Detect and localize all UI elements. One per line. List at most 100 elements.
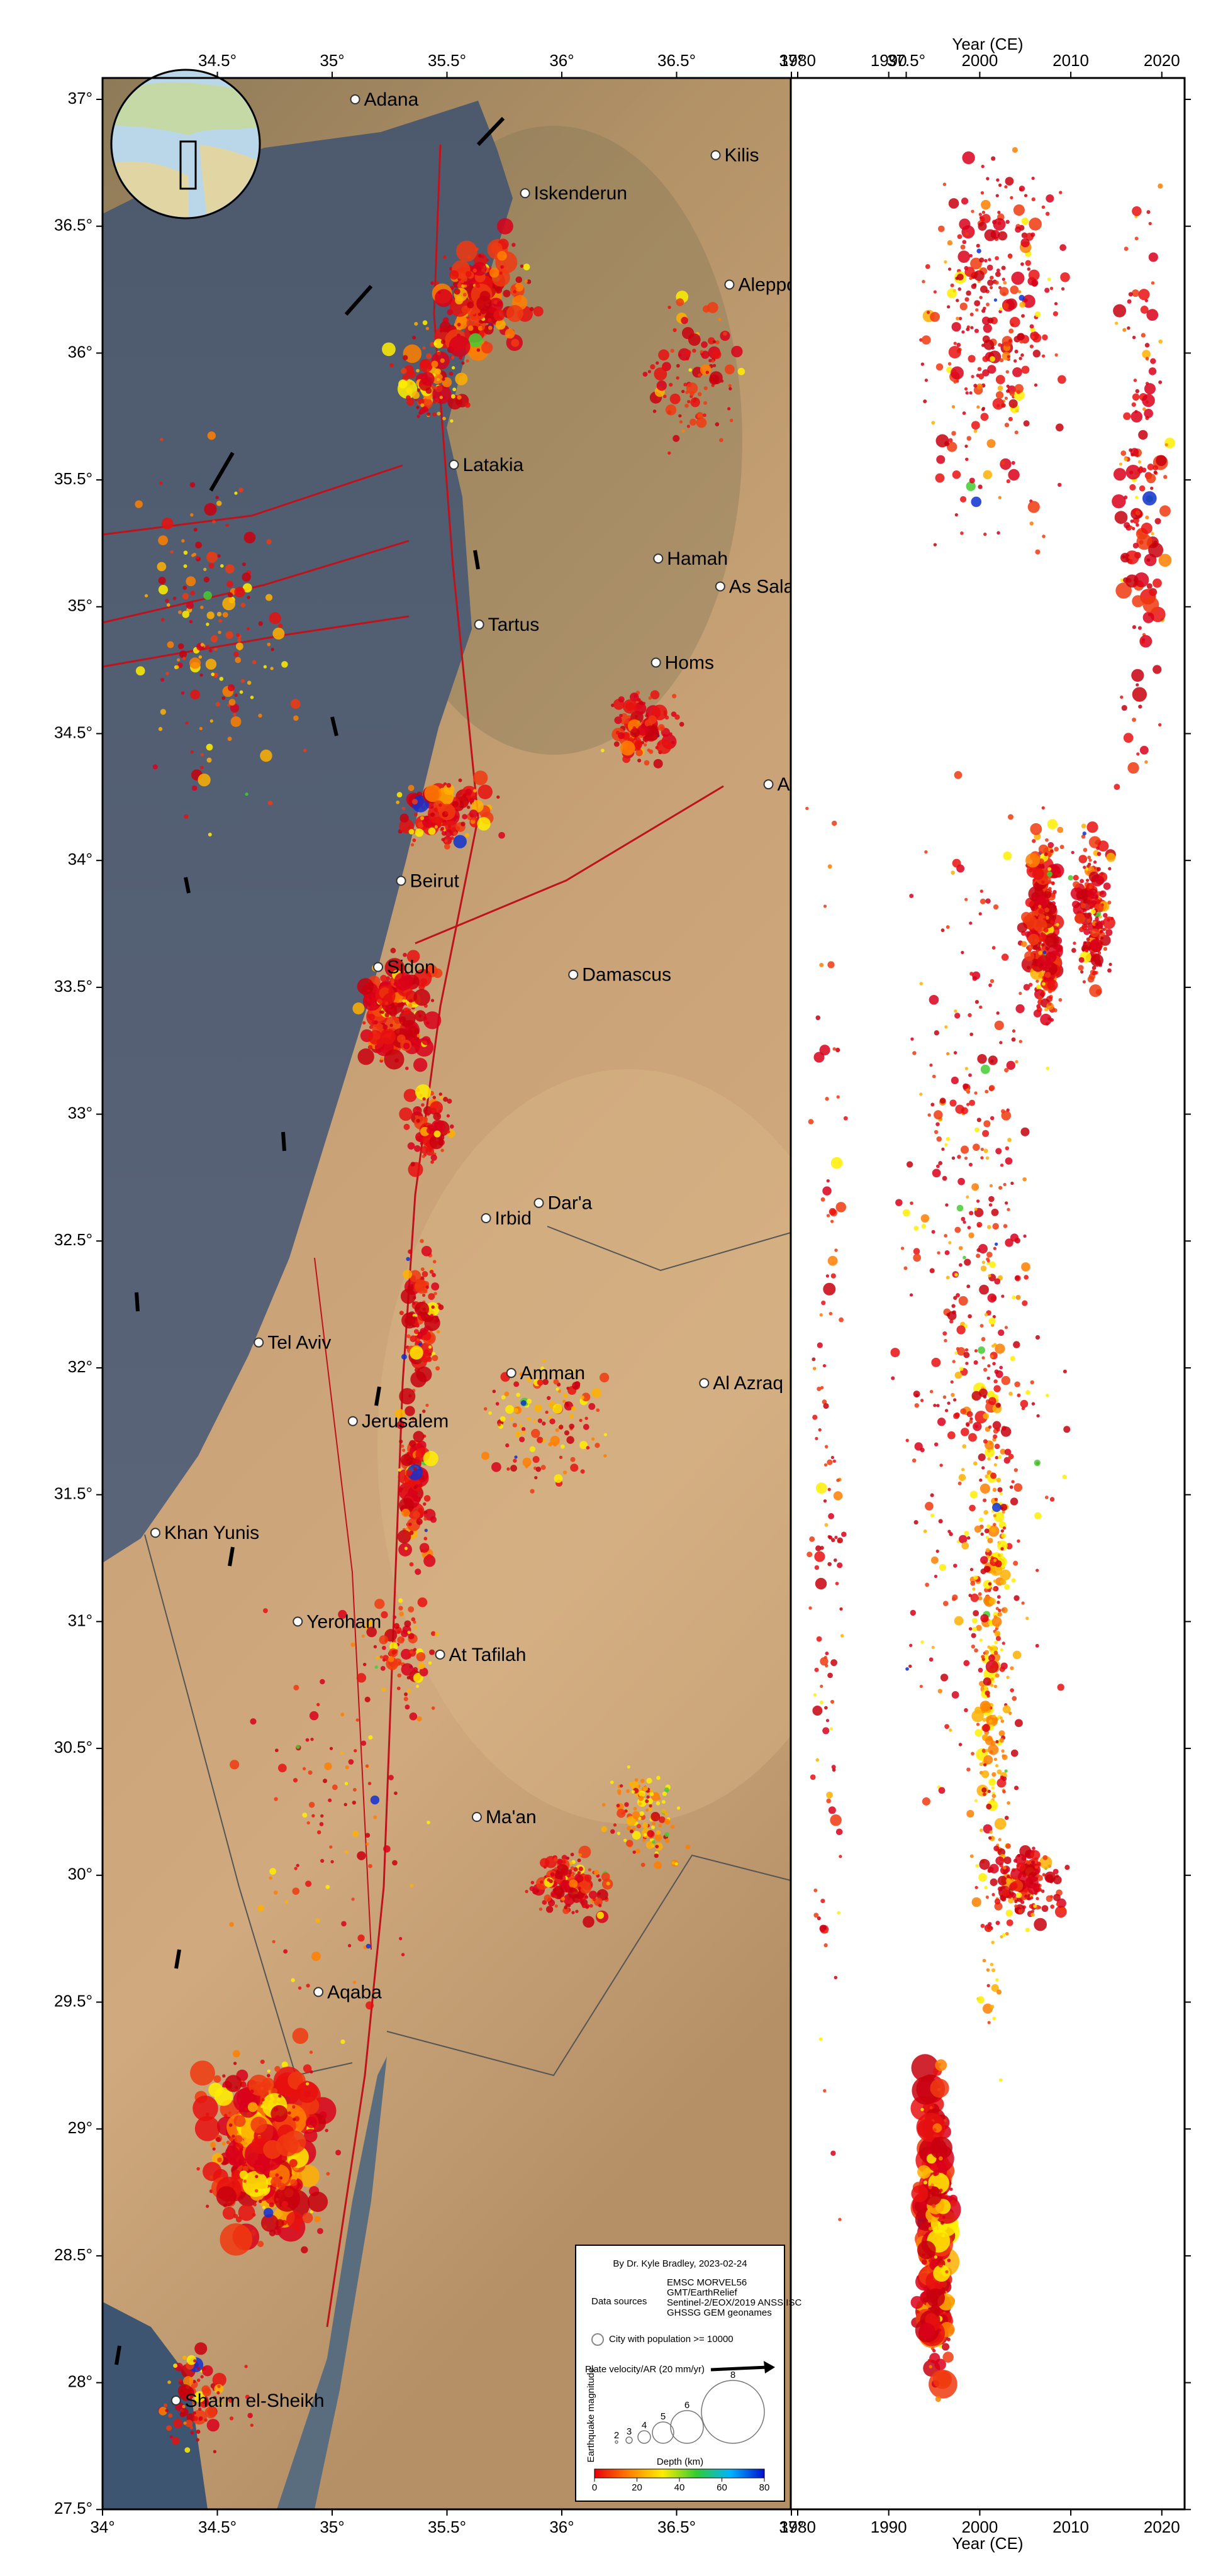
quake-dot (328, 1798, 332, 1802)
quake-dot (1091, 965, 1097, 970)
quake-dot (207, 431, 216, 440)
quake-dot (965, 232, 969, 236)
quake-dot (924, 378, 929, 382)
quake-dot (1151, 531, 1154, 536)
quake-dot (1103, 913, 1108, 918)
quake-dot (1022, 1300, 1028, 1306)
quake-dot (990, 979, 995, 984)
quake-dot (838, 2218, 842, 2221)
quake-dot (929, 2106, 933, 2110)
quake-dot (991, 1208, 999, 1216)
quake-dot (426, 1126, 433, 1134)
quake-dot (1080, 879, 1085, 884)
lon-tick-label-top: 35.5° (428, 51, 466, 70)
quake-dot (421, 1036, 431, 1045)
quake-dot (818, 1428, 822, 1432)
quake-dot (291, 1978, 295, 1982)
quake-dot (913, 1226, 919, 1231)
quake-dot (961, 1541, 969, 1550)
quake-dot (182, 592, 189, 600)
city-label: Amman (520, 1363, 585, 1384)
quake-dot (933, 2128, 937, 2132)
quake-dot (183, 564, 187, 569)
quake-dot (993, 1511, 1005, 1523)
quake-dot (982, 1724, 990, 1732)
quake-dot (642, 372, 648, 377)
quake-dot (1042, 334, 1048, 341)
quake-dot (628, 1782, 634, 1786)
quake-dot (455, 372, 468, 386)
quake-dot (995, 1607, 999, 1611)
quake-dot (678, 414, 682, 418)
quake-dot (989, 1830, 993, 1834)
quake-dot (1042, 1855, 1048, 1860)
quake-dot (193, 528, 198, 532)
quake-dot (954, 1013, 961, 1019)
quake-dot (1012, 367, 1022, 377)
quake-dot (1029, 217, 1042, 231)
quake-dot (843, 1116, 848, 1121)
quake-dot (957, 250, 971, 264)
quake-dot (1103, 947, 1108, 951)
quake-dot (825, 1663, 829, 1668)
quake-dot (579, 1899, 584, 1904)
quake-dot (394, 972, 413, 991)
quake-dot (1037, 955, 1052, 970)
quake-dot (447, 309, 454, 316)
quake-dot (189, 482, 196, 488)
quake-dot (481, 255, 484, 258)
quake-dot (1144, 409, 1153, 418)
quake-dot (397, 1673, 402, 1678)
quake-dot (228, 699, 236, 706)
quake-dot (405, 1066, 409, 1070)
quake-dot (449, 296, 470, 317)
quake-dot (1080, 902, 1086, 909)
quake-dot (547, 1878, 550, 1882)
quake-dot (228, 592, 233, 598)
quake-dot (827, 1672, 833, 1679)
quake-dot (1142, 407, 1146, 411)
quake-dot (914, 1403, 919, 1408)
quake-dot (584, 1874, 592, 1882)
quake-dot (993, 1587, 996, 1591)
quake-dot (515, 282, 524, 292)
quake-dot (966, 1195, 969, 1199)
quake-dot (391, 1650, 397, 1655)
city-marker (763, 779, 774, 790)
quake-dot (1120, 450, 1127, 456)
quake-dot (238, 487, 243, 493)
quake-dot (1019, 339, 1024, 344)
quake-dot (196, 2429, 201, 2434)
quake-dot (445, 829, 453, 837)
quake-dot (552, 1404, 563, 1414)
quake-dot (706, 302, 718, 313)
quake-dot (692, 348, 696, 353)
quake-dot (993, 1845, 1000, 1852)
quake-dot (965, 1422, 970, 1426)
quake-dot (993, 1246, 996, 1250)
quake-dot (988, 1836, 992, 1840)
quake-dot (255, 2175, 259, 2179)
quake-dot (217, 2385, 221, 2389)
quake-dot (1144, 760, 1148, 764)
quake-dot (820, 1657, 829, 1666)
quake-dot (1076, 891, 1085, 900)
quake-dot (930, 1513, 935, 1518)
quake-dot (551, 1892, 556, 1897)
quake-dot (927, 2358, 931, 2362)
quake-dot (481, 326, 485, 330)
quake-dot (959, 1367, 964, 1371)
quake-dot (1086, 821, 1098, 833)
quake-dot (959, 496, 967, 502)
quake-dot (687, 399, 691, 404)
quake-dot (242, 572, 251, 582)
city-label: Khan Yunis (164, 1523, 259, 1543)
quake-dot (599, 1372, 610, 1383)
quake-dot (1013, 1560, 1019, 1566)
quake-dot (408, 1249, 413, 1254)
quake-dot (462, 814, 467, 819)
quake-dot (388, 1775, 394, 1780)
quake-dot (165, 2409, 169, 2412)
quake-dot (422, 1097, 426, 1101)
quake-dot (1138, 704, 1142, 709)
